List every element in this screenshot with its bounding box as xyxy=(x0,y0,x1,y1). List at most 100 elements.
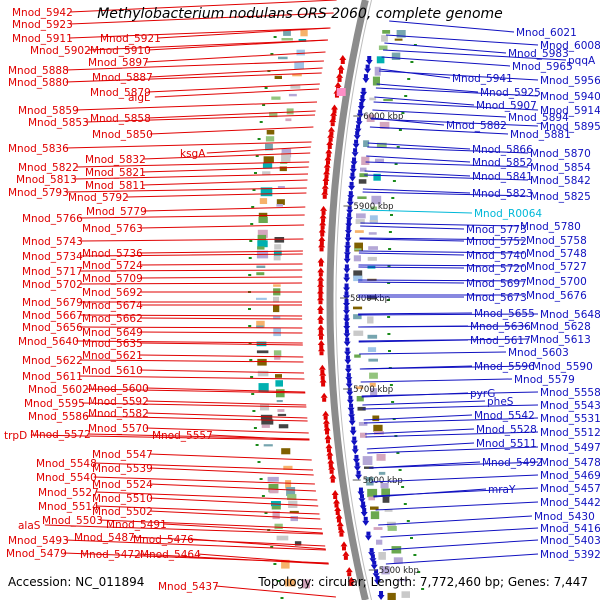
right-leader-line xyxy=(367,446,539,454)
gc-marker xyxy=(388,350,391,352)
feature-block-track-b xyxy=(290,84,301,89)
feature-block-track-b xyxy=(296,49,305,56)
reverse-gene-arrow xyxy=(362,78,370,84)
left-gene-label: Mnod_5547 xyxy=(92,449,153,461)
gc-marker xyxy=(273,36,277,38)
reverse-gene-arrow xyxy=(345,223,353,229)
left-leader-line xyxy=(145,51,326,63)
gc-marker xyxy=(270,546,274,548)
feature-block-track-c xyxy=(378,552,386,560)
left-leader-line xyxy=(30,434,310,441)
reverse-gene-arrow-body xyxy=(356,124,361,129)
left-gene-label: Mnod_5792 xyxy=(68,192,129,204)
reverse-gene-arrow-body xyxy=(359,101,364,106)
right-gene-label: Mnod_5579 xyxy=(514,374,575,386)
reverse-gene-arrow xyxy=(357,491,365,497)
forward-gene-arrow-body xyxy=(322,397,327,402)
forward-gene-arrow xyxy=(330,110,338,116)
right-leader-line xyxy=(363,417,539,424)
forward-gene-arrow xyxy=(319,377,327,383)
forward-gene-arrow-body xyxy=(329,469,334,474)
reverse-gene-arrow-body xyxy=(369,548,374,553)
reverse-gene-arrow xyxy=(343,303,351,309)
feature-block-track-b xyxy=(302,579,310,589)
forward-gene-arrow xyxy=(335,513,343,519)
reverse-gene-arrow-body xyxy=(361,87,366,92)
right-leader-line xyxy=(385,553,539,565)
reverse-gene-arrow xyxy=(355,121,363,127)
feature-block-track-a xyxy=(272,511,280,520)
reverse-gene-arrow xyxy=(358,498,366,504)
left-leader-line xyxy=(139,263,303,266)
feature-block-track-a xyxy=(256,265,266,268)
left-gene-label: Mnod_5879 xyxy=(90,87,151,99)
gc-marker xyxy=(259,121,263,123)
forward-gene-arrow-body xyxy=(337,77,342,82)
right-leader-line xyxy=(358,250,525,254)
right-gene-label: Mnod_5740 xyxy=(466,250,527,262)
position-tick-label: 5800 kbp xyxy=(350,294,390,304)
right-leader-line xyxy=(361,391,539,397)
forward-gene-arrow xyxy=(317,330,325,336)
gc-marker xyxy=(410,61,414,63)
feature-block-track-c xyxy=(362,456,373,465)
reverse-gene-arrow xyxy=(350,161,358,167)
forward-gene-arrow xyxy=(317,281,325,287)
feature-block-track-a xyxy=(260,403,270,411)
gc-marker xyxy=(387,299,390,301)
reverse-gene-arrow-body xyxy=(348,395,353,400)
reverse-gene-arrow-body xyxy=(344,306,349,311)
feature-block-track-a xyxy=(257,370,269,377)
reverse-gene-arrow-body xyxy=(349,403,354,408)
feature-block-track-a xyxy=(262,171,271,176)
right-gene-label: Mnod_5457 xyxy=(540,483,600,495)
gc-marker xyxy=(270,53,274,55)
gc-marker xyxy=(255,444,259,446)
right-gene-label: Mnod_5512 xyxy=(540,427,600,439)
forward-gene-arrow-body xyxy=(323,415,328,420)
feature-block-track-a xyxy=(281,559,290,569)
left-gene-label: Mnod_5853 xyxy=(28,117,89,129)
feature-block-track-b xyxy=(274,244,282,250)
left-gene-label: Mnod_5635 xyxy=(82,338,143,350)
feature-block-track-d xyxy=(372,415,380,422)
left-gene-label: Mnod_5692 xyxy=(82,287,143,299)
reverse-gene-arrow-body xyxy=(362,508,367,513)
forward-gene-arrow xyxy=(340,541,348,547)
feature-block-track-c xyxy=(373,527,383,530)
reverse-gene-arrow xyxy=(362,520,370,526)
feature-block-track-b xyxy=(294,541,302,546)
gc-marker xyxy=(413,554,417,556)
leader-lines xyxy=(30,0,567,598)
left-gene-label: Mnod_5539 xyxy=(92,463,153,475)
genome-backbone-ring xyxy=(326,0,369,600)
forward-gene-arrow-body xyxy=(324,174,329,179)
left-gene-label: Mnod_5724 xyxy=(82,260,143,272)
feature-block-track-a xyxy=(283,30,291,36)
left-gene-label: Mnod_5621 xyxy=(82,350,143,362)
reverse-gene-arrow-body xyxy=(359,494,364,499)
forward-gene-arrow xyxy=(322,176,330,182)
feature-block-track-d xyxy=(401,591,410,598)
reverse-gene-arrow xyxy=(346,209,354,215)
left-gene-label: Mnod_5763 xyxy=(82,223,143,235)
feature-block-track-c xyxy=(378,45,388,50)
forward-gene-arrow-body xyxy=(342,546,347,551)
right-leader-line xyxy=(362,404,539,410)
left-leader-line xyxy=(147,110,316,119)
left-gene-label: Mnod_5717 xyxy=(22,266,83,278)
left-leader-line xyxy=(85,388,306,394)
feature-block-track-d xyxy=(370,388,378,397)
forward-gene-arrow-body xyxy=(320,225,325,230)
reverse-gene-arrow-body xyxy=(366,531,371,536)
gc-marker xyxy=(255,155,259,157)
gc-marker xyxy=(403,503,407,505)
reverse-gene-arrow xyxy=(360,512,368,518)
forward-gene-arrow-body xyxy=(333,495,338,500)
feature-block-track-b xyxy=(285,480,292,489)
reverse-gene-arrow-body xyxy=(363,516,368,521)
forward-gene-arrow xyxy=(329,473,337,479)
forward-gene-arrow xyxy=(317,288,325,294)
feature-block-track-b xyxy=(273,350,282,357)
left-gene-label: Mnod_5887 xyxy=(92,72,153,84)
